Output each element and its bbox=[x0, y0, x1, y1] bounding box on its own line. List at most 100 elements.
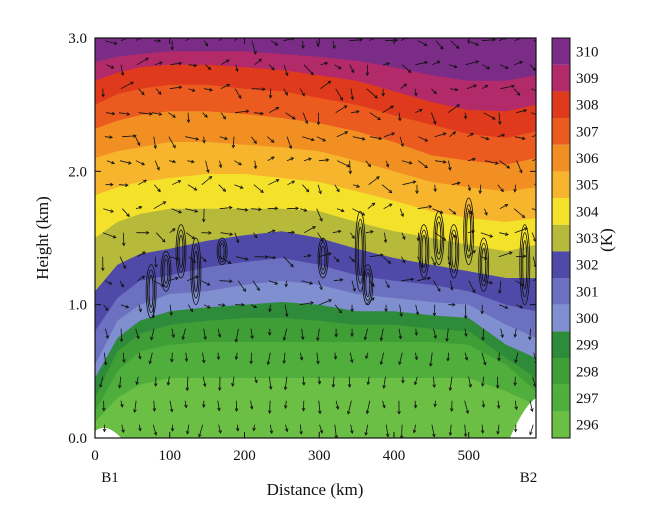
wind-arrow bbox=[155, 232, 166, 243]
wind-arrow bbox=[331, 376, 336, 388]
wind-arrow bbox=[284, 280, 289, 288]
wind-arrow bbox=[435, 40, 444, 50]
colorbar-frame bbox=[551, 37, 571, 439]
wind-arrow bbox=[484, 208, 488, 216]
wind-arrow bbox=[267, 328, 272, 336]
wind-arrow bbox=[516, 304, 524, 309]
wind-arrow bbox=[445, 328, 449, 342]
colorbar-label-304: 304 bbox=[576, 204, 599, 220]
wind-arrow bbox=[369, 112, 381, 121]
wind-arrow bbox=[449, 280, 454, 291]
wind-arrow bbox=[366, 376, 371, 386]
wind-arrow bbox=[498, 251, 513, 258]
wind-arrow bbox=[169, 304, 173, 316]
wind-arrow bbox=[169, 228, 176, 234]
wind-arrow bbox=[220, 59, 230, 66]
wind-arrow bbox=[252, 280, 260, 291]
wind-arrow bbox=[181, 328, 186, 341]
wind-arrow bbox=[318, 400, 322, 415]
wind-arrow bbox=[383, 132, 396, 138]
wind-arrow bbox=[217, 400, 221, 412]
wind-arrow bbox=[450, 87, 459, 92]
colorbar-swatch-301 bbox=[552, 278, 570, 305]
wind-arrow bbox=[251, 40, 257, 55]
wind-arrow bbox=[483, 112, 496, 120]
wind-arrow bbox=[514, 60, 524, 66]
colorbar-label-299: 299 bbox=[576, 338, 599, 354]
wind-arrow bbox=[385, 38, 399, 43]
wind-arrow bbox=[433, 280, 441, 292]
wind-arrow bbox=[497, 352, 501, 362]
wind-arrow bbox=[185, 136, 200, 141]
wind-arrow bbox=[448, 208, 457, 215]
wind-arrow bbox=[283, 64, 289, 77]
contour-cell-11-2 bbox=[466, 210, 472, 252]
y-tick-label-1: 1.0 bbox=[68, 298, 87, 314]
wind-arrow bbox=[266, 352, 271, 366]
wind-arrow bbox=[514, 136, 526, 140]
wind-arrow bbox=[318, 252, 332, 258]
wind-arrow bbox=[235, 424, 240, 432]
x-tick-label-500: 500 bbox=[457, 448, 480, 464]
wind-arrow bbox=[217, 328, 222, 338]
contour-cell-3-0 bbox=[190, 237, 202, 305]
wind-arrow bbox=[118, 112, 131, 116]
colorbar-label-303: 303 bbox=[576, 231, 599, 247]
contour-cell-1-0 bbox=[160, 250, 172, 292]
wind-arrow bbox=[201, 175, 213, 186]
wind-arrow bbox=[234, 232, 240, 244]
colorbar-swatch-307 bbox=[552, 118, 570, 145]
wind-arrow bbox=[500, 328, 504, 339]
wind-arrow bbox=[318, 280, 323, 291]
colorbar-swatch-306 bbox=[552, 144, 570, 172]
wind-arrow bbox=[398, 352, 403, 366]
colorbar-swatch-302 bbox=[552, 251, 570, 278]
contour-cell-8-2 bbox=[421, 234, 427, 268]
wind-arrow bbox=[137, 251, 146, 258]
wind-arrow bbox=[135, 136, 141, 147]
x-tick-label-200: 200 bbox=[233, 448, 256, 464]
wind-arrow bbox=[498, 38, 507, 42]
wind-arrow bbox=[118, 183, 129, 187]
wind-arrow bbox=[467, 208, 473, 215]
wind-arrow bbox=[432, 208, 444, 214]
wind-arrow bbox=[414, 88, 418, 97]
wind-arrow bbox=[449, 131, 457, 138]
wind-arrow bbox=[299, 424, 303, 435]
wind-arrow bbox=[532, 134, 536, 138]
wind-arrow bbox=[286, 206, 300, 211]
wind-arrow bbox=[200, 256, 207, 263]
contour-cell-0-1 bbox=[147, 269, 156, 313]
wind-arrow bbox=[349, 232, 355, 239]
end-label-B1: B1 bbox=[101, 470, 119, 486]
wind-arrow bbox=[495, 376, 500, 389]
wind-arrow bbox=[382, 256, 392, 264]
wind-arrow bbox=[203, 304, 211, 309]
wind-arrow bbox=[335, 400, 340, 410]
colorbar-label-310: 310 bbox=[576, 44, 599, 60]
wind-arrow bbox=[267, 255, 277, 260]
wind-arrow bbox=[480, 232, 494, 238]
wind-arrow bbox=[153, 184, 161, 193]
wind-arrow bbox=[316, 112, 321, 126]
wind-arrow bbox=[148, 352, 153, 365]
wind-arrow bbox=[498, 280, 502, 294]
wind-arrow bbox=[467, 157, 476, 162]
wind-arrow bbox=[168, 112, 176, 118]
wind-vector-layer bbox=[99, 38, 536, 438]
wind-arrow bbox=[235, 303, 245, 307]
wind-arrow bbox=[399, 208, 404, 218]
wind-arrow bbox=[300, 328, 305, 341]
wind-arrow bbox=[467, 250, 476, 258]
wind-arrow bbox=[413, 376, 418, 386]
colorbar-swatch-308 bbox=[552, 91, 570, 118]
wind-arrow bbox=[172, 180, 182, 186]
wind-arrow bbox=[316, 136, 327, 142]
wind-arrow bbox=[120, 304, 130, 309]
wind-arrow bbox=[414, 328, 418, 336]
wind-arrow bbox=[528, 328, 532, 341]
wind-arrow bbox=[185, 424, 190, 435]
wind-arrow bbox=[349, 352, 354, 364]
wind-arrow bbox=[220, 83, 231, 90]
wind-arrow bbox=[319, 424, 324, 434]
